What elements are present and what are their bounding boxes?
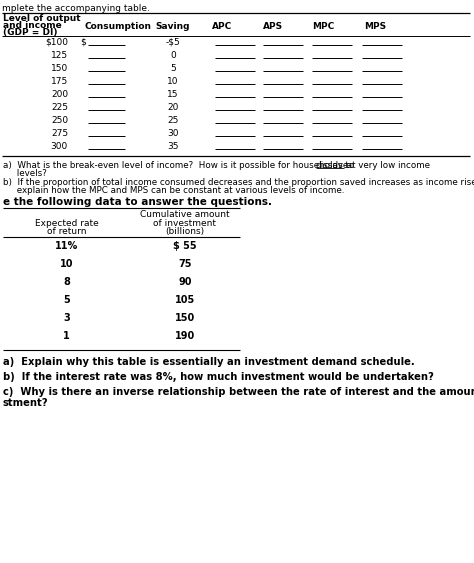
Text: b)  If the interest rate was 8%, how much investment would be undertaken?: b) If the interest rate was 8%, how much… <box>3 372 434 382</box>
Text: 300: 300 <box>51 142 68 151</box>
Text: e the following data to answer the questions.: e the following data to answer the quest… <box>3 197 272 207</box>
Text: 190: 190 <box>175 331 195 341</box>
Text: a)  What is the break-even level of income?  How is it possible for households t: a) What is the break-even level of incom… <box>3 161 357 170</box>
Text: Consumption: Consumption <box>84 22 152 31</box>
Text: APC: APC <box>212 22 232 31</box>
Text: 225: 225 <box>51 103 68 112</box>
Text: Level of output: Level of output <box>3 14 81 23</box>
Text: MPC: MPC <box>312 22 334 31</box>
Text: 150: 150 <box>175 313 195 323</box>
Text: 150: 150 <box>51 64 68 73</box>
Text: 275: 275 <box>51 129 68 138</box>
Text: c)  Why is there an inverse relationship between the rate of interest and the am: c) Why is there an inverse relationship … <box>3 387 474 397</box>
Text: b)  If the proportion of total income consumed decreases and the proportion save: b) If the proportion of total income con… <box>3 178 474 187</box>
Text: 5: 5 <box>63 295 70 305</box>
Text: MPS: MPS <box>364 22 386 31</box>
Text: -$5: -$5 <box>165 38 181 47</box>
Text: dissave: dissave <box>316 161 349 170</box>
Text: APS: APS <box>263 22 283 31</box>
Text: $: $ <box>80 38 86 47</box>
Text: 1: 1 <box>63 331 70 341</box>
Text: at very low income: at very low income <box>344 161 430 170</box>
Text: (GDP = DI): (GDP = DI) <box>3 28 57 37</box>
Text: 20: 20 <box>167 103 179 112</box>
Text: 11%: 11% <box>55 241 78 251</box>
Text: stment?: stment? <box>3 398 49 408</box>
Text: 125: 125 <box>51 51 68 60</box>
Text: Cumulative amount: Cumulative amount <box>140 210 230 219</box>
Text: 35: 35 <box>167 142 179 151</box>
Text: 10: 10 <box>167 77 179 86</box>
Text: a)  Explain why this table is essentially an investment demand schedule.: a) Explain why this table is essentially… <box>3 357 415 367</box>
Text: explain how the MPC and MPS can be constant at various levels of income.: explain how the MPC and MPS can be const… <box>3 186 345 195</box>
Text: 3: 3 <box>63 313 70 323</box>
Text: 25: 25 <box>167 116 179 125</box>
Text: $ 55: $ 55 <box>173 241 197 251</box>
Text: levels?: levels? <box>3 169 47 178</box>
Text: 8: 8 <box>63 277 70 287</box>
Text: of return: of return <box>47 227 86 236</box>
Text: 75: 75 <box>178 259 192 269</box>
Text: 0: 0 <box>170 51 176 60</box>
Text: and income: and income <box>3 21 62 30</box>
Text: 105: 105 <box>175 295 195 305</box>
Text: 5: 5 <box>170 64 176 73</box>
Text: 200: 200 <box>51 90 68 99</box>
Text: 250: 250 <box>51 116 68 125</box>
Text: 175: 175 <box>51 77 68 86</box>
Text: $100: $100 <box>45 38 68 47</box>
Text: 30: 30 <box>167 129 179 138</box>
Text: (billions): (billions) <box>165 227 205 236</box>
Text: 90: 90 <box>178 277 192 287</box>
Text: 15: 15 <box>167 90 179 99</box>
Text: Expected rate: Expected rate <box>35 219 99 228</box>
Text: Saving: Saving <box>156 22 190 31</box>
Text: of investment: of investment <box>154 219 217 228</box>
Text: mplete the accompanying table.: mplete the accompanying table. <box>2 4 150 13</box>
Text: 10: 10 <box>60 259 73 269</box>
